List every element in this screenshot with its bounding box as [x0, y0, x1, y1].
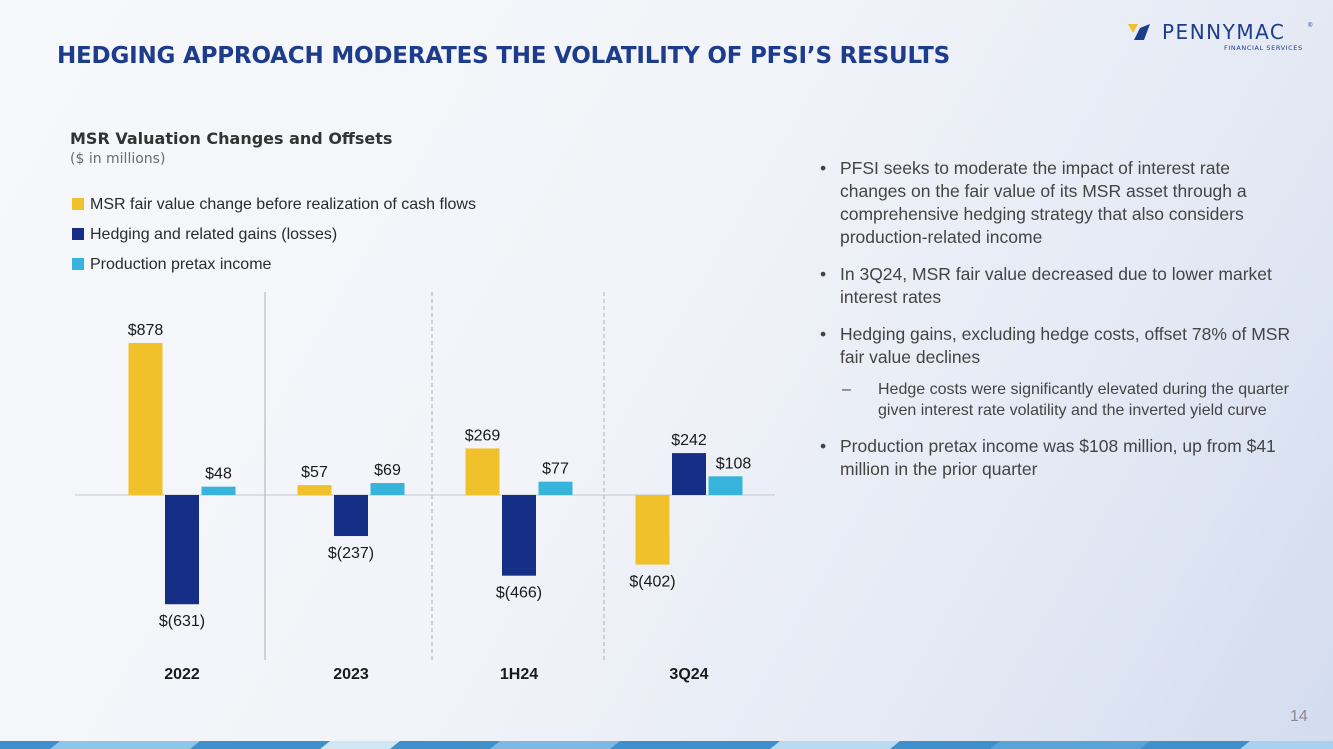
logo-subtitle: FINANCIAL SERVICES	[1224, 44, 1303, 52]
bullet-item: • Production pretax income was $108 mill…	[820, 435, 1295, 481]
data-label: $48	[205, 466, 232, 483]
data-label: $(237)	[328, 545, 374, 562]
dash-icon: –	[842, 381, 851, 398]
bar-hedging	[672, 453, 706, 495]
category-label: 2022	[164, 666, 200, 683]
sub-bullet-text: Hedge costs were significantly elevated …	[878, 381, 1289, 419]
bar-msr	[635, 495, 670, 565]
bullet-text: PFSI seeks to moderate the impact of int…	[840, 158, 1247, 247]
bar-production	[201, 486, 236, 495]
legend-label-msr: MSR fair value change before realization…	[90, 196, 476, 213]
pennymac-logo: PENNYMAC ® FINANCIAL SERVICES	[1128, 20, 1318, 54]
legend-swatch-hedging	[72, 228, 84, 240]
bullet-item: • PFSI seeks to moderate the impact of i…	[820, 157, 1295, 249]
bullet-list: • PFSI seeks to moderate the impact of i…	[820, 157, 1295, 495]
data-label: $(631)	[159, 613, 205, 630]
slide-title: HEDGING APPROACH MODERATES THE VOLATILIT…	[57, 43, 950, 69]
logo-name: PENNYMAC	[1162, 20, 1286, 44]
bullet-text: Hedging gains, excluding hedge costs, of…	[840, 324, 1291, 367]
data-label: $242	[671, 432, 707, 449]
bar-chart: $878 $57 $269 $(402) $(631) $(237) $(466) $242 $…	[75, 292, 775, 683]
data-label: $69	[374, 462, 401, 479]
legend-swatch-production	[72, 258, 84, 270]
legend-label-production: Production pretax income	[90, 256, 272, 273]
bullet-dot-icon: •	[820, 324, 827, 344]
bullet-dot-icon: •	[820, 436, 827, 456]
bar-msr	[465, 448, 500, 495]
bar-hedging	[165, 495, 199, 605]
category-label: 3Q24	[669, 666, 708, 683]
bullet-text: Production pretax income was $108 millio…	[840, 436, 1276, 479]
data-label: $878	[128, 322, 164, 339]
bar-hedging	[334, 495, 368, 537]
chart-title: MSR Valuation Changes and Offsets	[70, 129, 393, 148]
bar-msr	[297, 485, 332, 495]
chart-subtitle: ($ in millions)	[70, 151, 166, 167]
bullet-item: • Hedging gains, excluding hedge costs, …	[820, 323, 1295, 369]
bullet-text: In 3Q24, MSR fair value decreased due to…	[840, 264, 1272, 307]
bullet-dot-icon: •	[820, 158, 827, 178]
category-label: 2023	[333, 666, 369, 683]
bar-production	[370, 483, 405, 495]
bar-production	[538, 481, 573, 495]
logo-registered-mark: ®	[1308, 23, 1313, 29]
data-label: $77	[542, 461, 569, 478]
pennymac-logo-icon	[1128, 24, 1150, 40]
legend-label-hedging: Hedging and related gains (losses)	[90, 226, 338, 243]
bullet-dot-icon: •	[820, 264, 827, 284]
data-label: $(402)	[629, 574, 675, 591]
sub-bullet-item: – Hedge costs were significantly elevate…	[820, 379, 1295, 421]
bar-production	[708, 476, 743, 495]
data-label: $108	[716, 455, 752, 472]
data-label: $269	[465, 427, 501, 444]
data-label: $57	[301, 464, 328, 481]
bar-hedging	[502, 495, 536, 576]
legend-swatch-msr	[72, 198, 84, 210]
page-number: 14	[1290, 708, 1308, 725]
footer-band	[0, 741, 1333, 749]
data-label: $(466)	[496, 585, 542, 602]
bullet-item: • In 3Q24, MSR fair value decreased due …	[820, 263, 1295, 309]
category-label: 1H24	[500, 666, 538, 683]
bar-msr	[128, 343, 163, 495]
